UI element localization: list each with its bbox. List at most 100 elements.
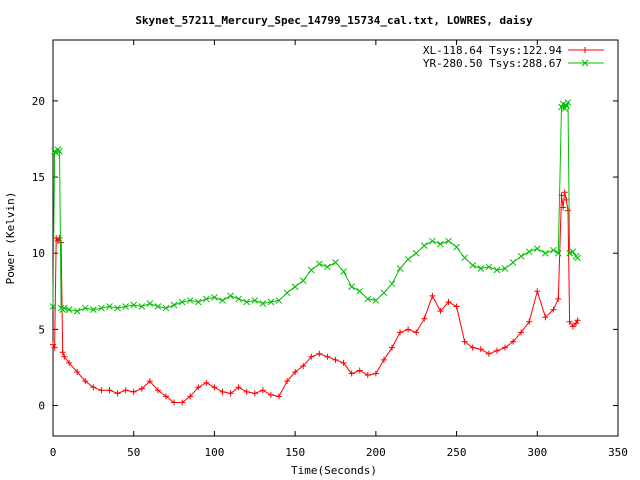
data-point (388, 280, 396, 288)
x-tick-label: 150 (285, 446, 305, 459)
y-axis-label: Power (Kelvin) (4, 192, 17, 285)
data-point (98, 304, 105, 312)
series-line (52, 192, 579, 403)
data-point (267, 298, 275, 306)
x-tick-label: 350 (608, 446, 628, 459)
data-point (114, 390, 121, 397)
data-point (574, 317, 581, 324)
data-point (98, 387, 105, 394)
data-point (542, 249, 549, 257)
data-point (493, 266, 501, 274)
data-point (283, 289, 291, 297)
data-point (203, 295, 210, 303)
data-point (332, 356, 339, 363)
legend: XL-118.64 Tsys:122.94 YR-280.50 Tsys:288… (423, 44, 604, 70)
data-point (138, 385, 145, 392)
data-point (372, 370, 379, 377)
data-point (61, 353, 68, 360)
data-point (437, 308, 444, 315)
data-point (574, 254, 581, 262)
data-point (405, 326, 412, 333)
data-point (554, 249, 562, 257)
data-point (65, 306, 73, 313)
data-point (307, 266, 315, 274)
data-point (259, 300, 267, 307)
data-point (114, 304, 121, 312)
data-point (564, 207, 571, 214)
legend-label-xl: XL-118.64 Tsys:122.94 (423, 44, 562, 57)
data-point (178, 298, 186, 306)
y-tick-label: 20 (32, 95, 45, 108)
data-point (453, 303, 460, 310)
data-point (324, 353, 331, 360)
data-point (170, 301, 178, 309)
data-point (397, 329, 404, 336)
data-point (267, 391, 274, 398)
series-0 (50, 189, 581, 406)
data-point (81, 304, 89, 312)
data-point (162, 304, 170, 312)
data-point (340, 268, 347, 275)
data-point (332, 259, 339, 266)
data-point (50, 341, 56, 348)
data-point (550, 246, 557, 254)
x-tick-label: 0 (50, 446, 57, 459)
data-point (235, 384, 242, 391)
data-point (130, 301, 138, 309)
data-point (56, 235, 63, 241)
data-point (186, 297, 194, 304)
data-point (292, 369, 299, 376)
data-point (550, 306, 557, 313)
data-point (421, 315, 428, 322)
data-point (146, 378, 153, 385)
data-point (412, 249, 420, 257)
data-point (195, 384, 202, 391)
data-point (211, 294, 218, 301)
data-point (154, 303, 162, 310)
y-tick-label: 10 (32, 247, 45, 260)
x-tick-label: 250 (447, 446, 467, 459)
data-point (49, 303, 57, 310)
data-point (461, 254, 468, 262)
chart-title: Skynet_57211_Mercury_Spec_14799_15734_ca… (135, 14, 533, 27)
data-point (445, 237, 452, 245)
series-layer (49, 99, 581, 406)
series-1 (49, 99, 581, 315)
data-point (485, 350, 492, 357)
data-point (316, 260, 323, 268)
data-point (429, 292, 436, 299)
data-point (453, 243, 460, 251)
legend-marker-xl (582, 47, 588, 53)
data-point (291, 283, 299, 291)
x-tick-label: 200 (366, 446, 386, 459)
data-point (559, 100, 567, 108)
data-point (396, 265, 404, 272)
data-point (445, 298, 452, 305)
series-line (52, 100, 578, 312)
data-point (138, 303, 146, 310)
data-point (477, 346, 484, 353)
data-point (154, 387, 161, 394)
legend-marker-yr (581, 59, 589, 67)
data-point (51, 344, 58, 351)
data-point (364, 295, 372, 303)
data-point (308, 353, 315, 360)
data-point (517, 252, 525, 260)
data-point (194, 298, 202, 306)
data-point (573, 320, 580, 327)
data-point (316, 350, 323, 357)
data-point (171, 399, 178, 406)
data-point (211, 384, 218, 391)
data-point (420, 242, 428, 249)
data-point (122, 303, 129, 310)
x-tick-label: 300 (527, 446, 547, 459)
y-tick-labels: 0 5 10 15 20 (32, 95, 45, 413)
data-point (348, 370, 355, 377)
data-point (518, 329, 525, 336)
data-point (534, 288, 541, 295)
data-point (284, 378, 291, 385)
plot-area-border (52, 39, 619, 437)
data-point (560, 204, 567, 211)
data-point (146, 300, 154, 307)
